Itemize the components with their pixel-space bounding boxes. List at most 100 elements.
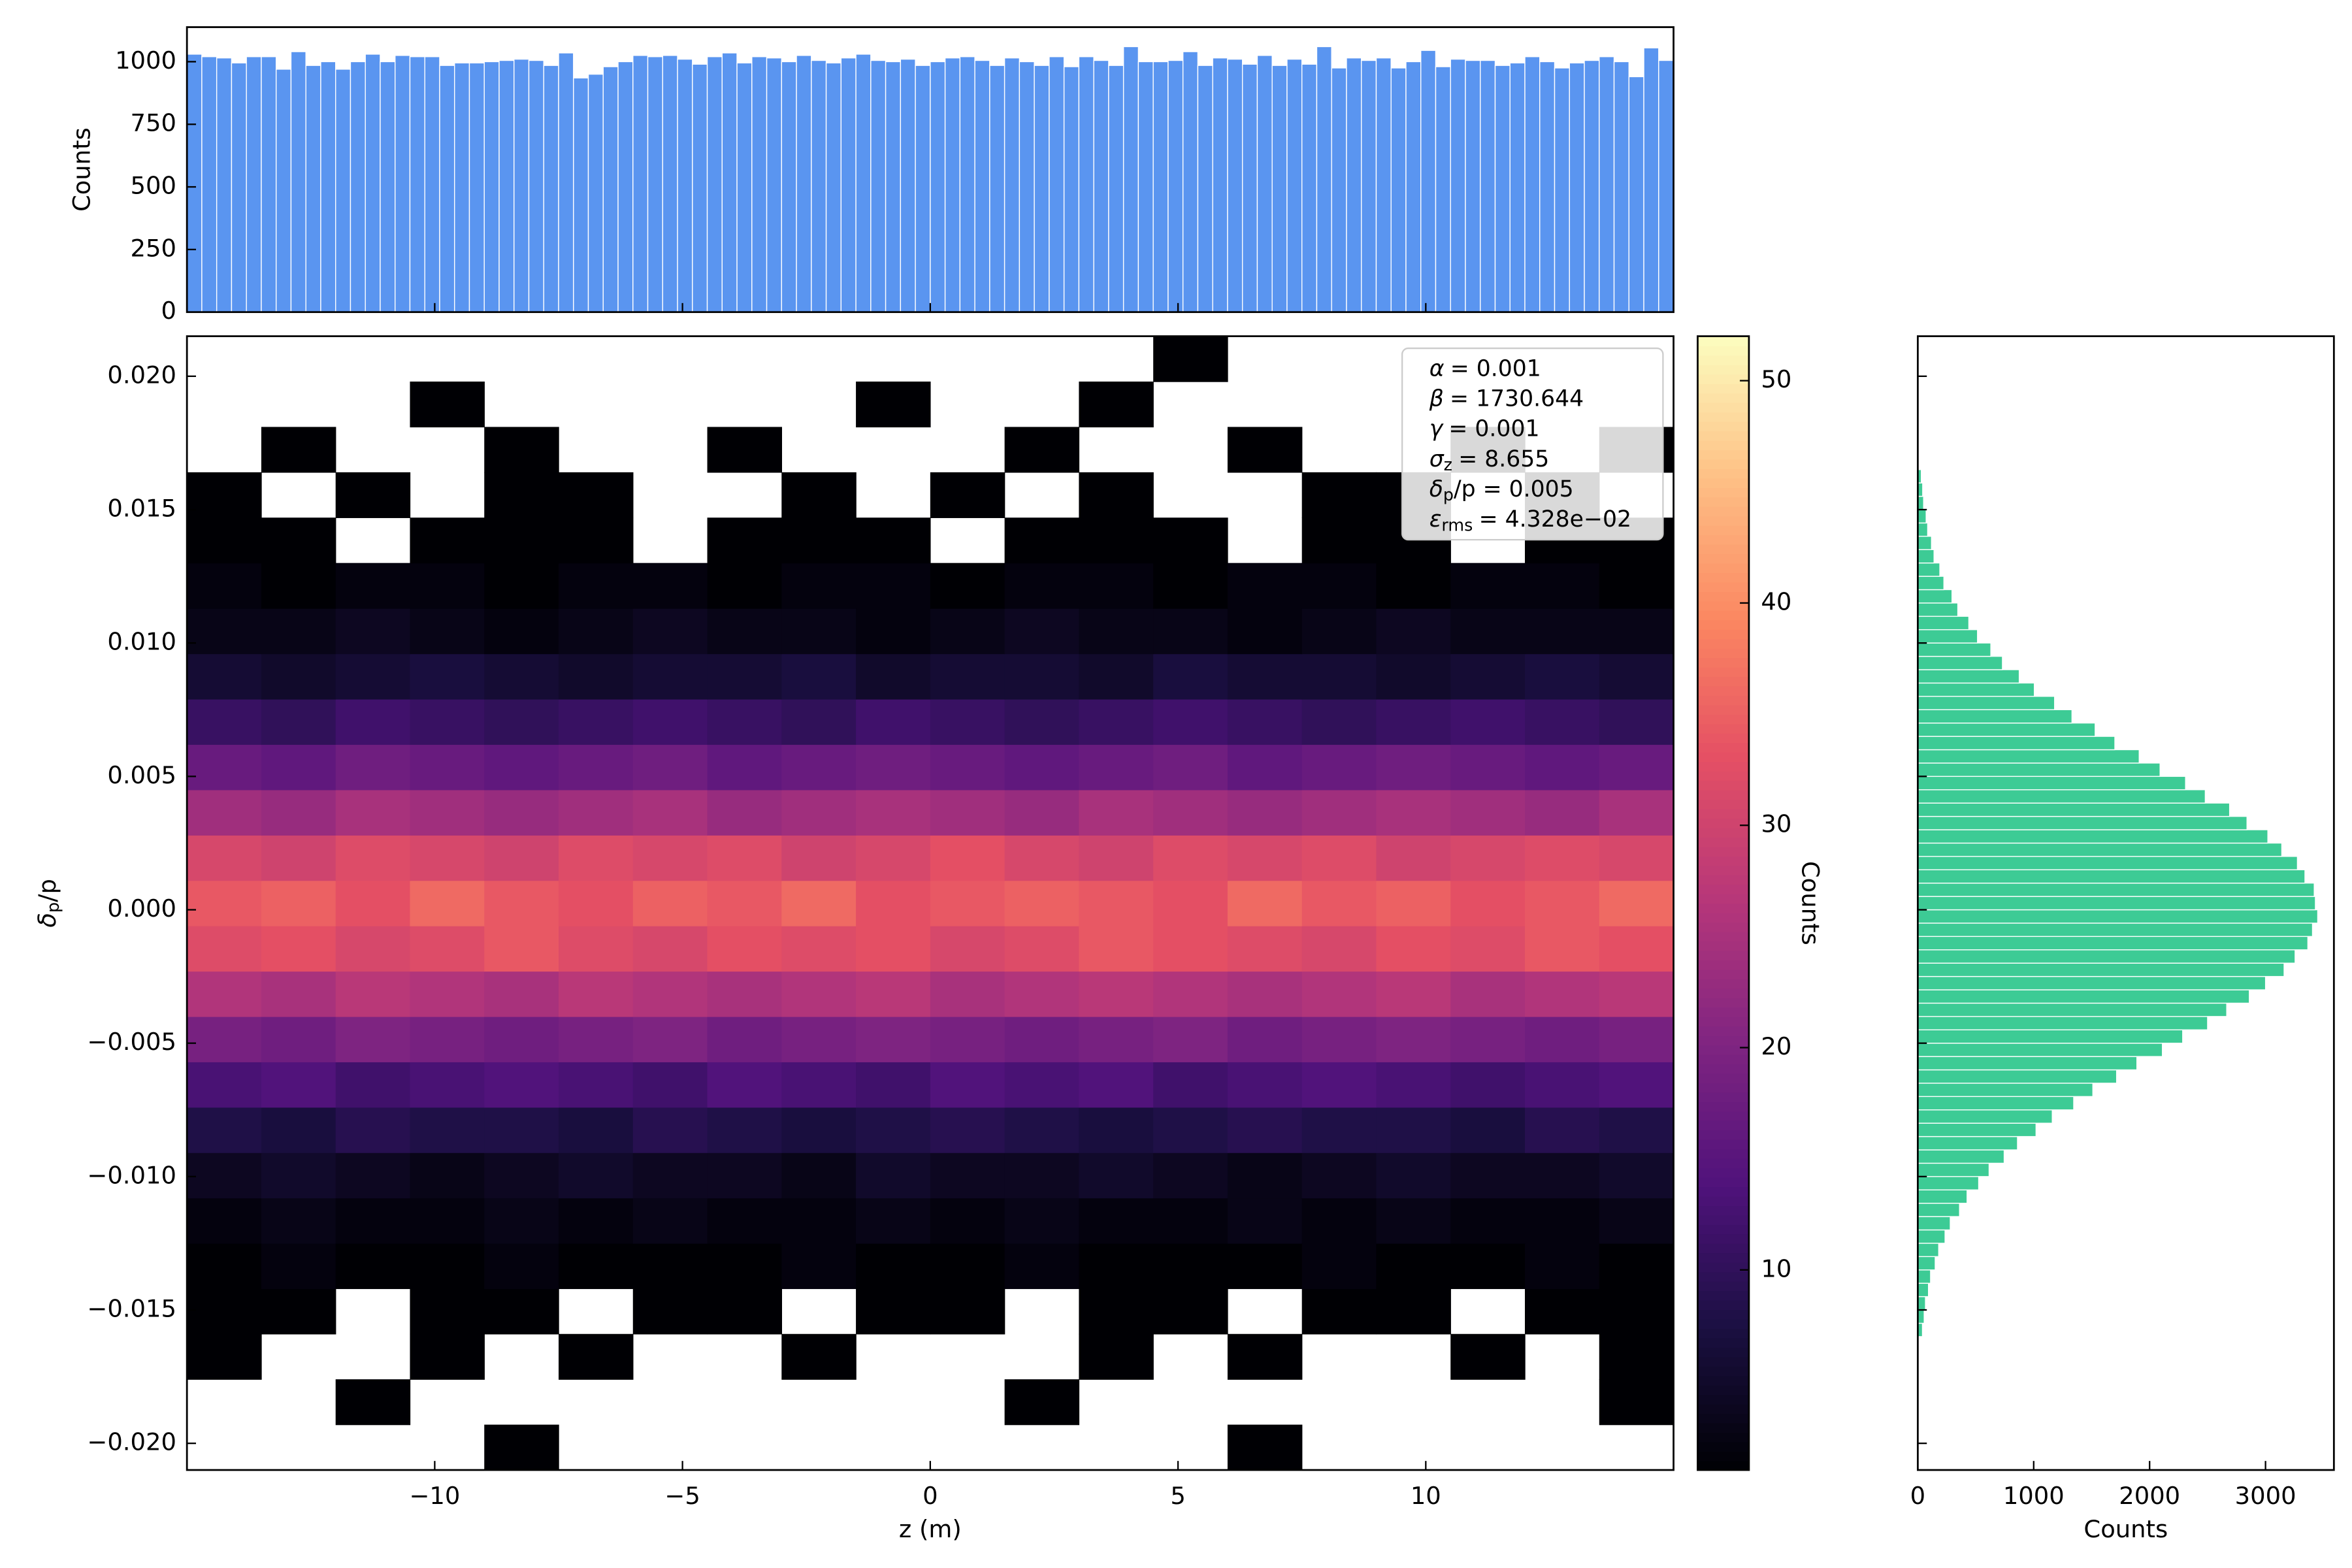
heatmap-cell (410, 1016, 485, 1062)
bar (1917, 642, 1991, 657)
heatmap-cell (1301, 653, 1377, 700)
bar (543, 65, 559, 313)
x-tick-label: 10 (1411, 1482, 1441, 1510)
symbol: σ (1429, 446, 1445, 472)
heatmap-cell (484, 517, 559, 564)
colorbar-segment (1697, 1347, 1749, 1358)
heatmap-cell (484, 1062, 559, 1108)
heatmap-cell (1227, 1152, 1303, 1199)
heatmap-cell (261, 1062, 336, 1108)
heatmap-cell (1450, 563, 1526, 609)
heatmap-cell (930, 1152, 1005, 1199)
heatmap-cell (559, 517, 634, 564)
colorbar-segment (1697, 1139, 1749, 1150)
heatmap-cell (632, 926, 708, 972)
heatmap-cell (1227, 1243, 1303, 1290)
heatmap-cell (1227, 427, 1303, 473)
bar (1108, 65, 1124, 313)
bar (1917, 856, 2298, 870)
heatmap-cell (1004, 563, 1080, 609)
heatmap-cell (410, 880, 485, 926)
bar (1917, 1135, 2018, 1151)
colorbar-segment (1697, 997, 1749, 1008)
heatmap-cell (930, 789, 1005, 836)
bar (1405, 61, 1422, 313)
colorbar-segment (1697, 922, 1749, 932)
heatmap-cell (1153, 971, 1228, 1017)
colorbar-segment (1697, 1328, 1749, 1339)
colorbar-segment (1697, 487, 1749, 498)
bar (1316, 46, 1332, 313)
heatmap-cell (484, 653, 559, 700)
bar (320, 61, 336, 313)
colorbar-segment (1697, 799, 1749, 809)
heatmap-cell (1153, 1243, 1228, 1290)
heatmap-cell (781, 880, 857, 926)
colorbar-segment (1697, 619, 1749, 630)
heatmap-cell (484, 608, 559, 655)
annotation-line: σz = 8.655 (1429, 446, 1550, 474)
bar (1917, 1296, 1926, 1311)
colorbar-segment (1697, 1281, 1749, 1292)
bar (1197, 65, 1213, 313)
heatmap-cell (1599, 698, 1674, 745)
heatmap-cell (1301, 1288, 1377, 1335)
heatmap-cell (707, 1198, 782, 1244)
heatmap-cell (261, 835, 336, 881)
heatmap-cell (559, 835, 634, 881)
y-axis-label: δp/p (33, 879, 63, 928)
heatmap-cell (856, 835, 931, 881)
colorbar-tick-label: 40 (1761, 587, 1791, 615)
heatmap-cell (930, 563, 1005, 609)
bar (706, 56, 723, 313)
colorbar-segment (1697, 1309, 1749, 1320)
bar (1465, 59, 1481, 313)
bar (1539, 61, 1556, 313)
bar (1509, 62, 1526, 313)
heatmap-cell (335, 835, 411, 881)
colorbar-segment (1697, 912, 1749, 923)
bar (528, 59, 544, 313)
heatmap-cell (930, 1288, 1005, 1335)
bar (855, 54, 872, 313)
heatmap-cell (410, 608, 485, 655)
heatmap-cell (261, 698, 336, 745)
symbol: δ (33, 913, 61, 928)
colorbar-segment (1697, 563, 1749, 574)
bar (216, 57, 233, 313)
bar (677, 58, 693, 313)
heatmap-cell (1227, 1107, 1303, 1153)
heatmap-cell (1525, 1152, 1600, 1199)
heatmap-cell (1153, 1288, 1228, 1335)
axes-frame (186, 26, 1674, 314)
heatmap-cell (856, 1107, 931, 1153)
annotation-line: γ = 0.001 (1429, 416, 1540, 442)
heatmap-cell (1599, 608, 1674, 655)
heatmap-cell (1525, 698, 1600, 745)
bar (1917, 896, 2316, 911)
heatmap-cell (707, 1152, 782, 1199)
bar (1643, 47, 1659, 313)
heatmap-cell (1301, 563, 1377, 609)
colorbar-segment (1697, 638, 1749, 649)
bar (825, 62, 842, 313)
colorbar-segment (1697, 808, 1749, 819)
symbol: δ (1429, 476, 1443, 502)
heatmap-cell (335, 1107, 411, 1153)
heatmap-cell (1301, 880, 1377, 926)
heatmap-cell (410, 1152, 485, 1199)
bar (439, 65, 455, 313)
heatmap-cell (1079, 382, 1154, 428)
heatmap-cell (1376, 880, 1451, 926)
heatmap-cell (1450, 1152, 1526, 1199)
heatmap-cell (1599, 653, 1674, 700)
heatmap-cell (1450, 1062, 1526, 1108)
colorbar-segment (1697, 827, 1749, 838)
heatmap-cell (856, 563, 931, 609)
bar (1917, 1229, 1946, 1244)
heatmap-cell (632, 698, 708, 745)
heatmap-cell (707, 1062, 782, 1108)
heatmap-cell (707, 926, 782, 972)
bar (1271, 65, 1288, 313)
